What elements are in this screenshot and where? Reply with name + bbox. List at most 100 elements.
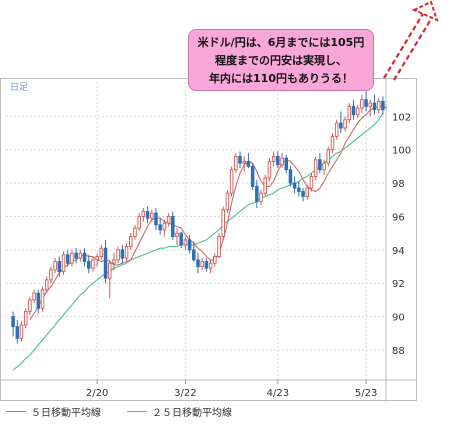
candle-body (162, 222, 167, 231)
candle (44, 276, 49, 294)
candle (23, 308, 28, 329)
candle (351, 99, 356, 120)
callout-line-1: 米ドル/円は、6月までには105円 (197, 36, 365, 49)
candle-body (246, 160, 251, 167)
candle (145, 206, 150, 224)
candle-body (86, 261, 91, 269)
candle-body (141, 211, 146, 217)
candle (339, 111, 343, 134)
candle (133, 224, 137, 240)
candle-body (150, 212, 154, 219)
candle-body (74, 252, 78, 259)
candle-body (124, 246, 129, 259)
candle (280, 153, 284, 169)
candle-body (91, 259, 95, 269)
candle-body (70, 252, 74, 264)
candle (120, 244, 125, 264)
ma5-line (29, 105, 388, 321)
candle-body (11, 316, 15, 328)
candle-body (267, 160, 272, 179)
candle-body (213, 256, 217, 264)
candle-body (95, 256, 99, 261)
candle (372, 94, 377, 115)
y-tick-label: 102 (392, 112, 411, 123)
candle (234, 153, 238, 174)
candle (284, 154, 288, 174)
candle (187, 234, 192, 254)
candle (263, 174, 267, 197)
candle-body (108, 262, 112, 279)
candle (158, 218, 162, 235)
candle-body (116, 249, 120, 261)
candle (326, 146, 331, 167)
ma5-swatch (6, 411, 26, 412)
candle (175, 228, 179, 245)
candle-body (15, 326, 20, 339)
candle (166, 213, 171, 227)
candle-body (196, 259, 200, 267)
candle (225, 189, 230, 214)
candle (124, 243, 129, 262)
candle (36, 289, 41, 314)
candle-body (271, 155, 276, 162)
chart-legend: ５日移動平均線 ２５日移動平均線 (6, 404, 232, 419)
candle (57, 256, 62, 277)
candle-body (175, 232, 179, 237)
y-tick-label: 96 (392, 212, 405, 223)
candle (11, 311, 15, 337)
candle-body (368, 102, 373, 107)
candle-body (234, 155, 238, 171)
candle-body (334, 122, 339, 137)
candle (137, 213, 141, 232)
projection-arrow-line (383, 11, 425, 79)
projection-arrow-head (411, 0, 439, 22)
candle (99, 244, 104, 260)
ma25-swatch (127, 411, 147, 412)
candle-body (347, 105, 352, 121)
candle (347, 103, 352, 124)
candle-body (381, 100, 385, 111)
candle (309, 173, 314, 192)
candle-body (28, 299, 32, 313)
candle-body (263, 177, 267, 194)
candle (217, 233, 221, 259)
candle (74, 248, 78, 264)
candle (154, 208, 158, 230)
candle-body (372, 102, 377, 111)
candle-body (171, 216, 175, 237)
candle-body (355, 107, 360, 116)
candle (368, 99, 373, 117)
candle (381, 96, 385, 115)
candle-body (23, 311, 28, 326)
x-tick-label: 5/23 (355, 388, 377, 399)
candle-body (154, 212, 158, 226)
candle (343, 116, 347, 132)
candle (196, 253, 200, 274)
candle (271, 151, 276, 167)
legend-ma25-label: ２５日移動平均線 (152, 408, 232, 419)
candle-body (166, 216, 171, 224)
candle (15, 319, 20, 344)
candle (61, 251, 66, 275)
candle (32, 289, 36, 304)
candle (65, 249, 70, 267)
candle-body (103, 247, 108, 279)
candle-body (112, 259, 116, 264)
candle-body (301, 191, 305, 197)
candle-body (183, 239, 188, 246)
candle (53, 258, 57, 274)
candle-body (221, 209, 225, 237)
callout-line-3: 年内には110円もありうる！ (209, 72, 353, 85)
candle-body (339, 122, 343, 129)
candle-body (326, 149, 331, 164)
candle-body (99, 247, 104, 257)
candle-body (288, 169, 293, 184)
candle-body (204, 261, 209, 269)
candle (49, 266, 53, 284)
candle-body (225, 192, 230, 211)
candle (179, 231, 183, 249)
candle (301, 188, 305, 202)
candle (204, 258, 209, 272)
candle-body (133, 227, 137, 237)
